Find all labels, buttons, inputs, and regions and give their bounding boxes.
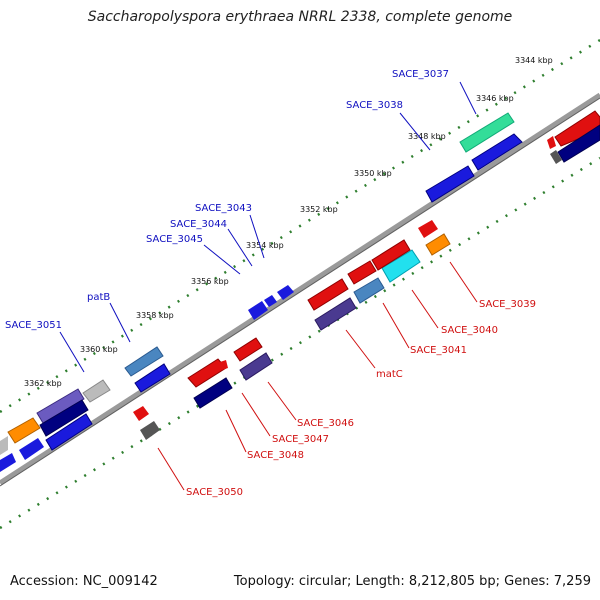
gene-reverse-f[interactable] bbox=[220, 360, 228, 370]
genome-backbone-shadow bbox=[0, 97, 600, 487]
label-sace-3050: SACE_3050 bbox=[186, 487, 243, 498]
gene-forward-d[interactable] bbox=[550, 150, 562, 164]
label-sace-3046: SACE_3046 bbox=[297, 418, 354, 429]
gene-reverse-d[interactable] bbox=[307, 278, 349, 311]
leader-sace-3043 bbox=[249, 214, 265, 259]
label-matC: matC bbox=[376, 369, 403, 380]
label-sace-3044: SACE_3044 bbox=[170, 219, 227, 230]
gene-sace-3041[interactable] bbox=[381, 249, 421, 283]
gene-forward-i[interactable] bbox=[7, 417, 41, 444]
gene-sace-3043[interactable] bbox=[277, 285, 294, 300]
leader-sace-3045 bbox=[203, 244, 241, 275]
gene-reverse-h[interactable] bbox=[547, 136, 556, 149]
gene-sace-3037[interactable] bbox=[459, 112, 515, 153]
gene-sace-3046[interactable] bbox=[233, 337, 263, 362]
scale-label-3356: 3356 kbp bbox=[191, 277, 229, 286]
gene-sace-3045[interactable] bbox=[248, 301, 268, 320]
scale-label-3354: 3354 kbp bbox=[246, 241, 284, 250]
leader-sace-3037 bbox=[459, 81, 477, 115]
gene-sace-3039[interactable] bbox=[418, 220, 438, 238]
gene-reverse-g[interactable] bbox=[140, 421, 160, 440]
gene-reverse-c[interactable] bbox=[353, 277, 385, 304]
genome-summary-text: Topology: circular; Length: 8,212,805 bp… bbox=[233, 574, 591, 589]
lower-tick-track bbox=[0, 156, 600, 530]
leader-sace-3039 bbox=[449, 261, 478, 303]
map-title: Saccharopolyspora erythraea NRRL 2338, c… bbox=[87, 9, 513, 25]
gene-forward-a[interactable] bbox=[425, 165, 475, 203]
gene-sace-3044[interactable] bbox=[264, 295, 277, 307]
gene-forward-c[interactable] bbox=[557, 124, 600, 163]
accession-text: Accession: NC_009142 bbox=[10, 574, 158, 589]
gene-sace-3048[interactable] bbox=[193, 377, 233, 409]
label-sace-3048: SACE_3048 bbox=[247, 450, 304, 461]
gene-reverse-a[interactable] bbox=[371, 239, 411, 271]
label-sace-3039: SACE_3039 bbox=[479, 299, 536, 310]
label-sace-3037: SACE_3037 bbox=[392, 69, 449, 80]
leader-sace-3038 bbox=[399, 112, 431, 151]
gene-forward-h[interactable] bbox=[45, 413, 93, 451]
gene-sace-3050[interactable] bbox=[133, 406, 149, 421]
upper-tick-track bbox=[0, 38, 600, 414]
forward-genes bbox=[0, 110, 600, 472]
leader-lines bbox=[59, 81, 478, 491]
leader-sace-3044 bbox=[227, 228, 253, 267]
scale-label-3362: 3362 kbp bbox=[24, 379, 62, 388]
gene-forward-f[interactable] bbox=[36, 388, 85, 424]
label-sace-3051: SACE_3051 bbox=[5, 320, 62, 331]
gene-patB[interactable] bbox=[124, 346, 164, 377]
label-sace-3047: SACE_3047 bbox=[272, 434, 329, 445]
gene-forward-b[interactable] bbox=[554, 110, 600, 147]
gene-sace-3038[interactable] bbox=[471, 133, 523, 171]
leader-sace-3047 bbox=[241, 392, 271, 437]
gene-sace-3040[interactable] bbox=[425, 233, 451, 256]
scale-label-3344: 3344 kbp bbox=[515, 56, 553, 65]
gene-sace-3051[interactable] bbox=[82, 379, 111, 403]
scale-label-3358: 3358 kbp bbox=[136, 311, 174, 320]
leader-sace-3040 bbox=[411, 289, 439, 329]
leader-patB bbox=[109, 302, 131, 343]
leader-sace-3046 bbox=[267, 381, 297, 421]
scale-label-3346: 3346 kbp bbox=[476, 94, 514, 103]
label-sace-3043: SACE_3043 bbox=[195, 203, 252, 214]
scale-label-3348: 3348 kbp bbox=[408, 132, 446, 141]
gene-forward-l[interactable] bbox=[0, 453, 16, 472]
leader-sace-3048 bbox=[225, 409, 247, 453]
label-sace-3041: SACE_3041 bbox=[410, 345, 467, 356]
reverse-genes bbox=[133, 136, 556, 440]
scale-label-3352: 3352 kbp bbox=[300, 205, 338, 214]
genome-backbone bbox=[0, 92, 600, 486]
label-sace-3038: SACE_3038 bbox=[346, 100, 403, 111]
leader-sace-3051 bbox=[59, 331, 85, 373]
gene-sace-3047[interactable] bbox=[239, 352, 273, 381]
gene-reverse-b[interactable] bbox=[347, 260, 377, 285]
gene-forward-j[interactable] bbox=[19, 438, 44, 460]
gene-forward-g[interactable] bbox=[39, 399, 89, 437]
gene-forward-e[interactable] bbox=[134, 363, 171, 393]
scale-label-3360: 3360 kbp bbox=[80, 345, 118, 354]
gene-forward-k[interactable] bbox=[0, 436, 8, 455]
leader-sace-3041 bbox=[382, 302, 410, 349]
leader-matC bbox=[345, 329, 376, 369]
label-sace-3040: SACE_3040 bbox=[441, 325, 498, 336]
scale-label-3350: 3350 kbp bbox=[354, 169, 392, 178]
label-sace-3045: SACE_3045 bbox=[146, 234, 203, 245]
leader-sace-3050 bbox=[157, 447, 185, 491]
label-patB: patB bbox=[87, 292, 110, 303]
gene-matC[interactable] bbox=[314, 297, 357, 331]
